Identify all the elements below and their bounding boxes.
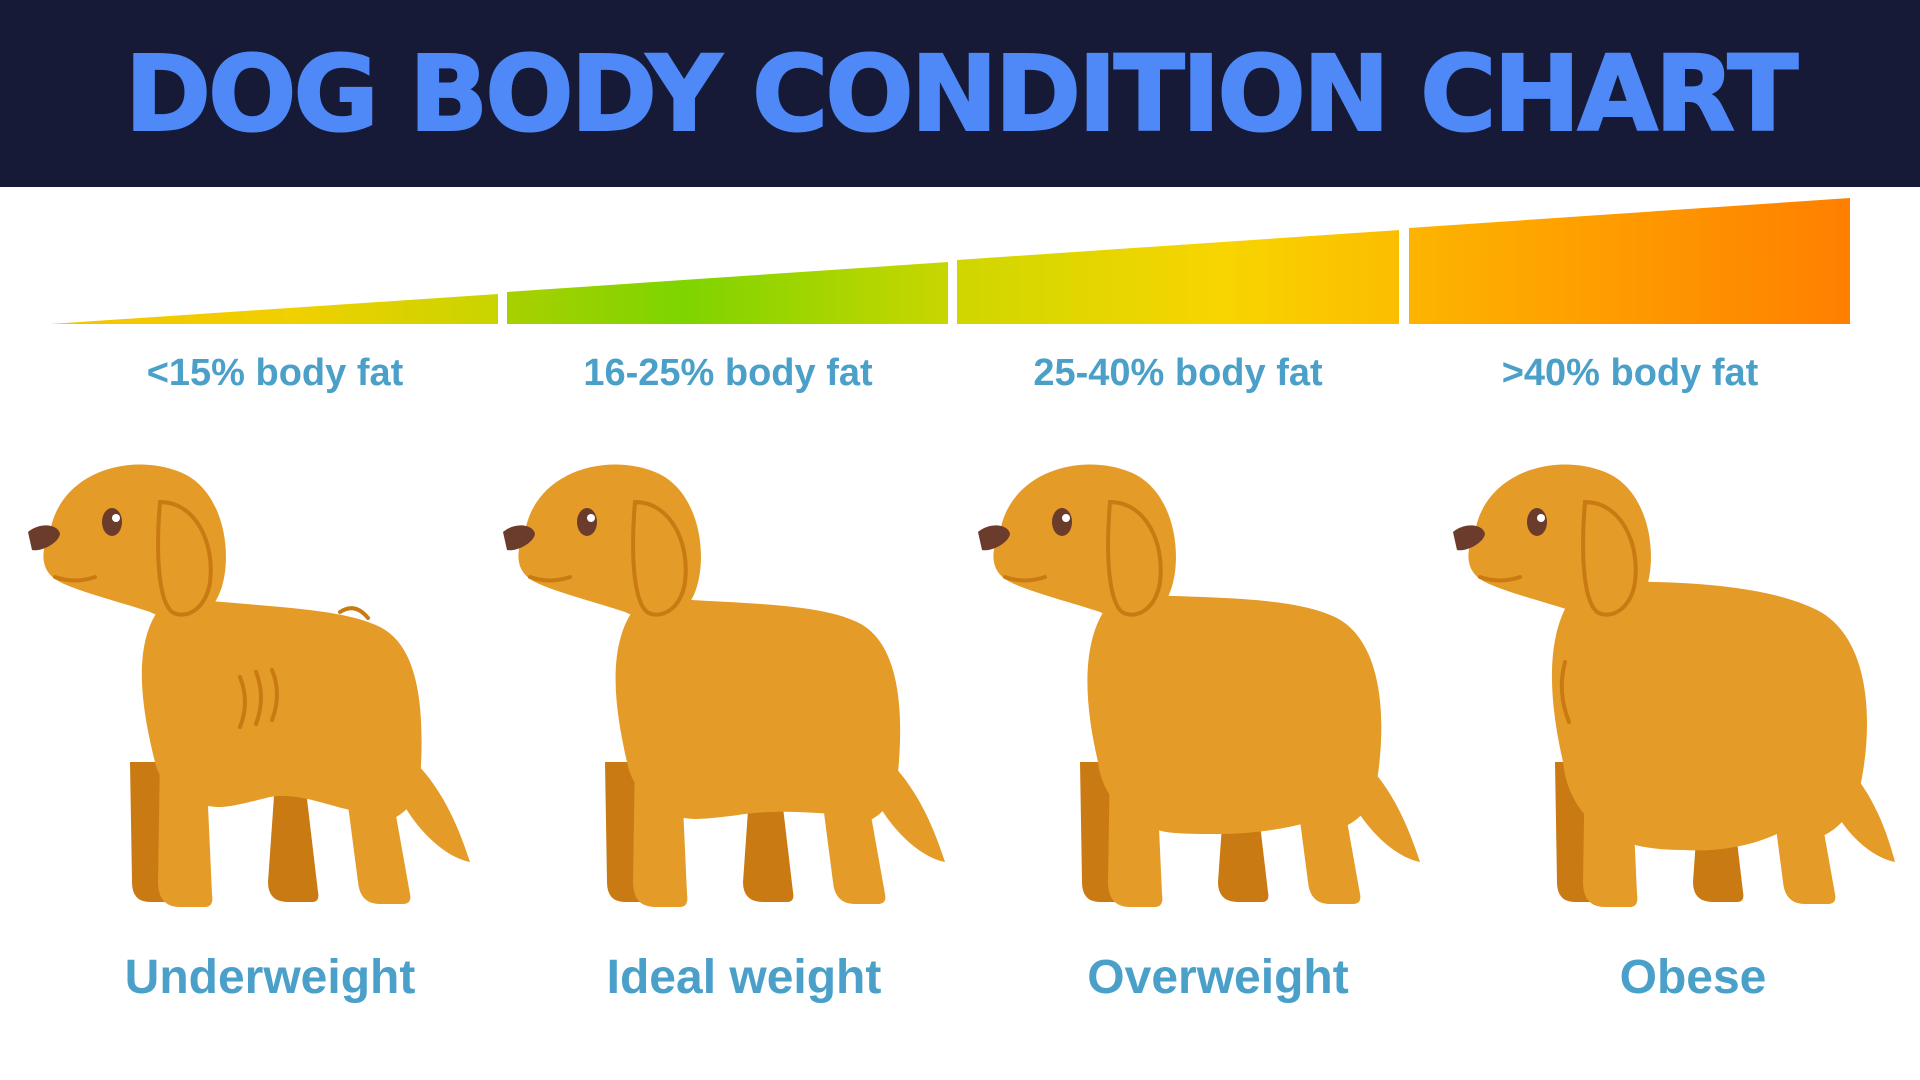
condition-label-obese: Obese xyxy=(1619,951,1767,1004)
dog-underweight-illustration xyxy=(28,464,470,907)
condition-label-ideal: Ideal weight xyxy=(606,951,882,1004)
body-fat-scale xyxy=(50,198,1850,324)
chart-title: DOG BODY CONDITION CHART xyxy=(124,32,1800,155)
title-banner: DOG BODY CONDITION CHART xyxy=(0,0,1920,187)
condition-label-underweight: Underweight xyxy=(124,951,416,1004)
range-label-underweight: <15% body fat xyxy=(146,352,404,394)
scale-segment-overweight xyxy=(957,230,1399,324)
scale-segment-ideal xyxy=(507,262,948,324)
range-label-overweight: 25-40% body fat xyxy=(1033,352,1323,394)
dog-ideal-weight-illustration xyxy=(503,464,945,907)
range-label-ideal: 16-25% body fat xyxy=(583,352,873,394)
condition-label-overweight: Overweight xyxy=(1087,951,1349,1004)
scale-segment-obese xyxy=(1409,198,1850,324)
scale-segment-underweight xyxy=(50,294,498,324)
range-label-obese: >40% body fat xyxy=(1501,352,1759,394)
dog-overweight-illustration xyxy=(978,464,1420,907)
dog-obese-illustration xyxy=(1453,464,1895,907)
